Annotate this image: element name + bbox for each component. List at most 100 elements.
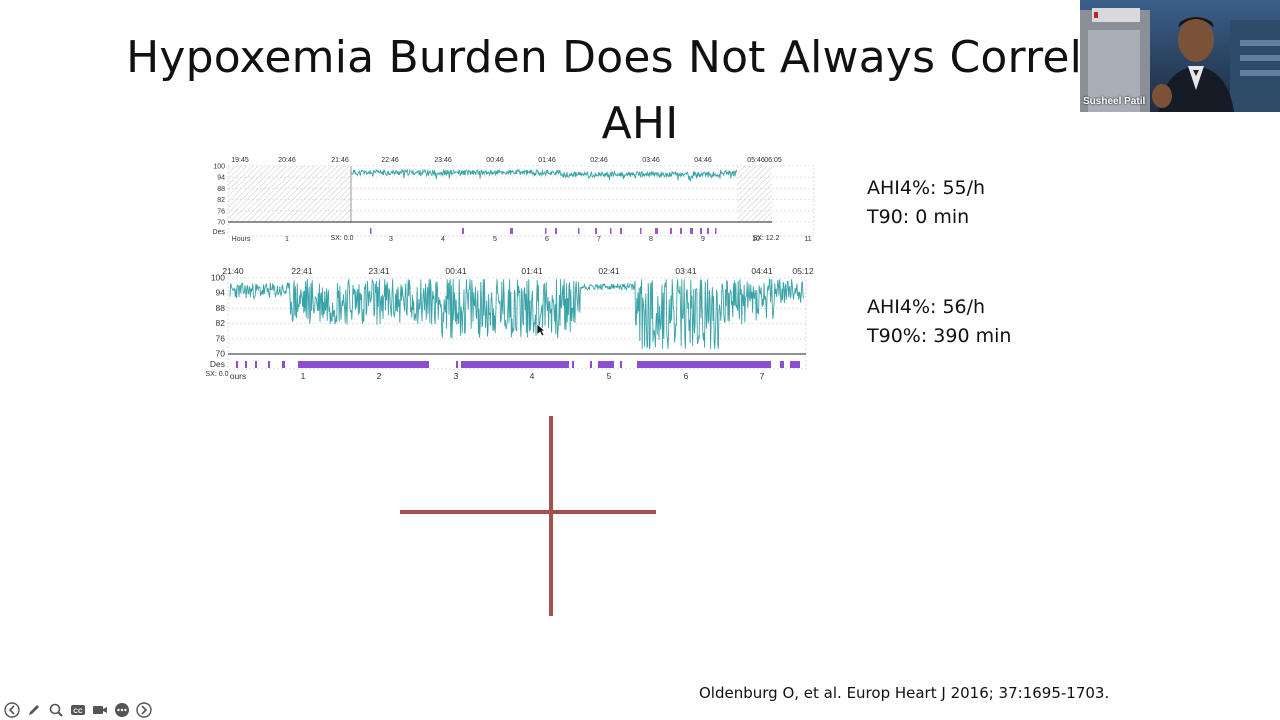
time-label: 03:41	[675, 266, 697, 276]
no-data-region	[737, 166, 772, 222]
y-tick-label: 100	[211, 273, 225, 283]
desaturation-marker	[680, 228, 682, 234]
spo2-signal	[350, 168, 738, 182]
time-label: 23:41	[368, 266, 390, 276]
desaturation-marker	[598, 361, 614, 368]
time-label: 19:45	[231, 157, 249, 164]
hour-label: Hours	[232, 236, 251, 243]
hour-label: 1	[301, 371, 306, 381]
time-label: 00:46	[486, 157, 504, 164]
hour-label: 1	[285, 236, 289, 243]
desaturation-marker	[510, 228, 513, 234]
hour-label: 6	[545, 236, 549, 243]
desaturation-marker	[595, 228, 597, 234]
crosshair-horizontal	[400, 510, 656, 514]
desaturation-marker	[282, 361, 285, 368]
citation: Oldenburg O, et al. Europ Heart J 2016; …	[699, 684, 1110, 702]
desaturation-marker	[245, 361, 247, 368]
desaturation-marker	[670, 228, 672, 234]
stats-block-1: AHI4%: 55/h T90: 0 min	[867, 174, 985, 232]
slide-title-line1: Hypoxemia Burden Does Not Always Correla…	[126, 32, 1154, 83]
back-icon	[3, 702, 20, 718]
time-label: 22:46	[381, 157, 399, 164]
desaturation-marker	[655, 228, 658, 234]
hour-label: 4	[530, 371, 535, 381]
y-tick-label: 88	[217, 186, 225, 193]
desaturation-marker	[620, 361, 622, 368]
hour-label: ours	[230, 371, 247, 381]
hour-label: 10	[752, 236, 760, 243]
time-label: 01:46	[538, 157, 556, 164]
slide-title-line2: AHI	[601, 98, 679, 149]
y-tick-label: 94	[217, 175, 225, 182]
y-tick-label: 76	[217, 208, 225, 215]
stat1-ahi: AHI4%: 55/h	[867, 177, 986, 199]
pointer-icon	[536, 323, 547, 337]
desaturation-marker	[572, 361, 574, 368]
y-tick-label: 76	[216, 333, 226, 343]
desaturation-marker	[370, 228, 372, 234]
sx-label: SX: 12.2	[753, 235, 780, 242]
desaturation-marker	[700, 228, 702, 234]
desaturation-marker	[790, 361, 800, 368]
captions-button[interactable]: CC	[68, 701, 87, 720]
video-icon	[92, 706, 107, 714]
pen-button[interactable]	[24, 701, 43, 720]
desaturation-marker	[690, 228, 693, 234]
desaturation-marker	[715, 228, 717, 234]
sx-label: SX: 0.0	[331, 235, 354, 242]
y-tick-label: 70	[217, 220, 225, 227]
stats-block-2: AHI4%: 56/h T90%: 390 min	[867, 293, 1011, 351]
mouse-pointer	[536, 323, 547, 342]
spo2-signal	[229, 278, 805, 349]
stat2-t90: T90%: 390 min	[867, 325, 1012, 347]
hour-label: 6	[684, 371, 689, 381]
desaturation-marker	[456, 361, 458, 368]
y-tick-label: 94	[216, 288, 226, 298]
hour-label: 2	[377, 371, 382, 381]
hour-label: 7	[597, 236, 601, 243]
more-button[interactable]	[112, 701, 131, 720]
svg-text:CC: CC	[73, 708, 83, 715]
forward-icon	[135, 702, 152, 718]
time-label: 06:05	[764, 157, 782, 164]
video-feed-image	[1080, 0, 1280, 112]
time-label: 00:41	[445, 266, 467, 276]
hour-label: 3	[389, 236, 393, 243]
hour-label: 11	[804, 236, 811, 243]
desaturation-marker	[637, 361, 771, 368]
desaturation-marker	[640, 228, 642, 234]
desaturation-marker	[298, 361, 429, 368]
crosshair-vertical	[549, 416, 553, 616]
video-button[interactable]	[90, 701, 109, 720]
back-button[interactable]	[2, 701, 21, 720]
y-tick-label: Des	[210, 359, 225, 369]
time-label: 23:46	[434, 157, 452, 164]
more-icon	[114, 703, 129, 717]
stat2-ahi: AHI4%: 56/h	[867, 296, 986, 318]
hour-label: 4	[441, 236, 445, 243]
y-tick-label: 82	[217, 197, 225, 204]
time-label: 20:46	[278, 157, 296, 164]
time-label: 21:40	[222, 266, 244, 276]
forward-button[interactable]	[134, 701, 153, 720]
pen-icon	[28, 705, 39, 715]
hour-label: 8	[649, 236, 653, 243]
desaturation-marker	[590, 361, 592, 368]
speaker-video-tile[interactable]	[1080, 0, 1280, 112]
slide-toolbar: CC	[2, 700, 153, 720]
desaturation-marker	[255, 361, 257, 368]
time-label: 04:46	[694, 157, 712, 164]
zoom-icon	[49, 703, 63, 717]
desaturation-marker	[610, 228, 612, 234]
hour-label: 5	[493, 236, 497, 243]
desaturation-marker	[578, 228, 580, 234]
spo2-chart-2: 100 94 88 82 76 70 Des 21:40 22:41 23:41 00:41 01:4…	[200, 262, 820, 386]
time-label: 03:46	[642, 157, 660, 164]
zoom-button[interactable]	[46, 701, 65, 720]
time-label: 02:41	[598, 266, 620, 276]
time-label: 05:12	[792, 266, 814, 276]
hour-label: 7	[760, 371, 765, 381]
